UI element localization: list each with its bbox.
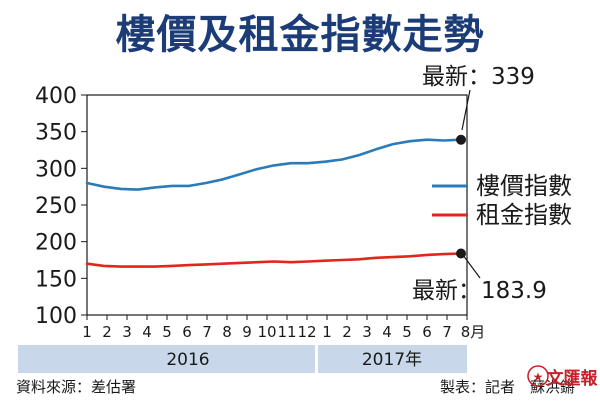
y-tick-label: 350 xyxy=(35,121,77,146)
x-tick-label: 8月 xyxy=(461,323,486,341)
x-tick-label: 3 xyxy=(122,323,132,341)
year-label-2017: 2017年 xyxy=(362,350,422,370)
series-line-1 xyxy=(85,252,463,268)
x-tick-label: 2 xyxy=(342,323,352,341)
latest-point-0 xyxy=(456,134,466,145)
x-tick-label: 7 xyxy=(202,323,212,341)
x-tick-label: 10 xyxy=(257,323,276,341)
x-tick-label: 5 xyxy=(162,323,172,341)
latest-rent-leader xyxy=(462,254,481,279)
plot-area xyxy=(86,94,468,316)
credit-note: 製表：記者 蘇洪鏘 xyxy=(440,378,576,396)
x-tick-label: 8 xyxy=(222,323,232,341)
source-note: 資料來源：差估署 xyxy=(16,378,137,396)
x-tick-label: 9 xyxy=(242,323,252,341)
x-tick-label: 7 xyxy=(442,323,452,341)
x-tick-label: 6 xyxy=(422,323,432,341)
x-tick-label: 1 xyxy=(82,323,92,341)
y-tick-label: 200 xyxy=(35,231,77,256)
y-tick-label: 400 xyxy=(35,84,77,109)
year-label-2016: 2016 xyxy=(166,350,209,370)
x-tick-label: 4 xyxy=(142,323,152,341)
x-tick-label: 3 xyxy=(362,323,372,341)
legend-label-rent: 租金指數 xyxy=(476,201,572,229)
svg-text:★: ★ xyxy=(533,370,544,384)
y-tick-label: 100 xyxy=(35,304,77,329)
x-tick-label: 6 xyxy=(182,323,192,341)
year-band-2017 xyxy=(318,345,467,373)
latest-house-leader xyxy=(461,89,471,131)
latest-house-annotation: 最新：339 xyxy=(422,64,535,90)
y-tick-label: 150 xyxy=(35,267,77,292)
x-tick-label: 4 xyxy=(382,323,392,341)
x-tick-label: 11 xyxy=(277,323,296,341)
y-tick-label: 250 xyxy=(35,194,77,219)
legend-label-house: 樓價指數 xyxy=(476,172,572,200)
y-tick-label: 300 xyxy=(35,157,77,182)
series-line-0 xyxy=(85,138,463,191)
x-tick-label: 1 xyxy=(322,323,332,341)
newspaper-logo: ★ 文匯報 xyxy=(527,365,599,389)
chart-title: 樓價及租金指數走勢 xyxy=(115,12,485,58)
year-band-2016 xyxy=(18,345,315,373)
svg-text:文匯報: 文匯報 xyxy=(547,368,599,389)
latest-rent-annotation: 最新：183.9 xyxy=(412,278,547,304)
x-tick-label: 12 xyxy=(297,323,316,341)
x-tick-label: 5 xyxy=(402,323,412,341)
x-tick-label: 2 xyxy=(102,323,112,341)
